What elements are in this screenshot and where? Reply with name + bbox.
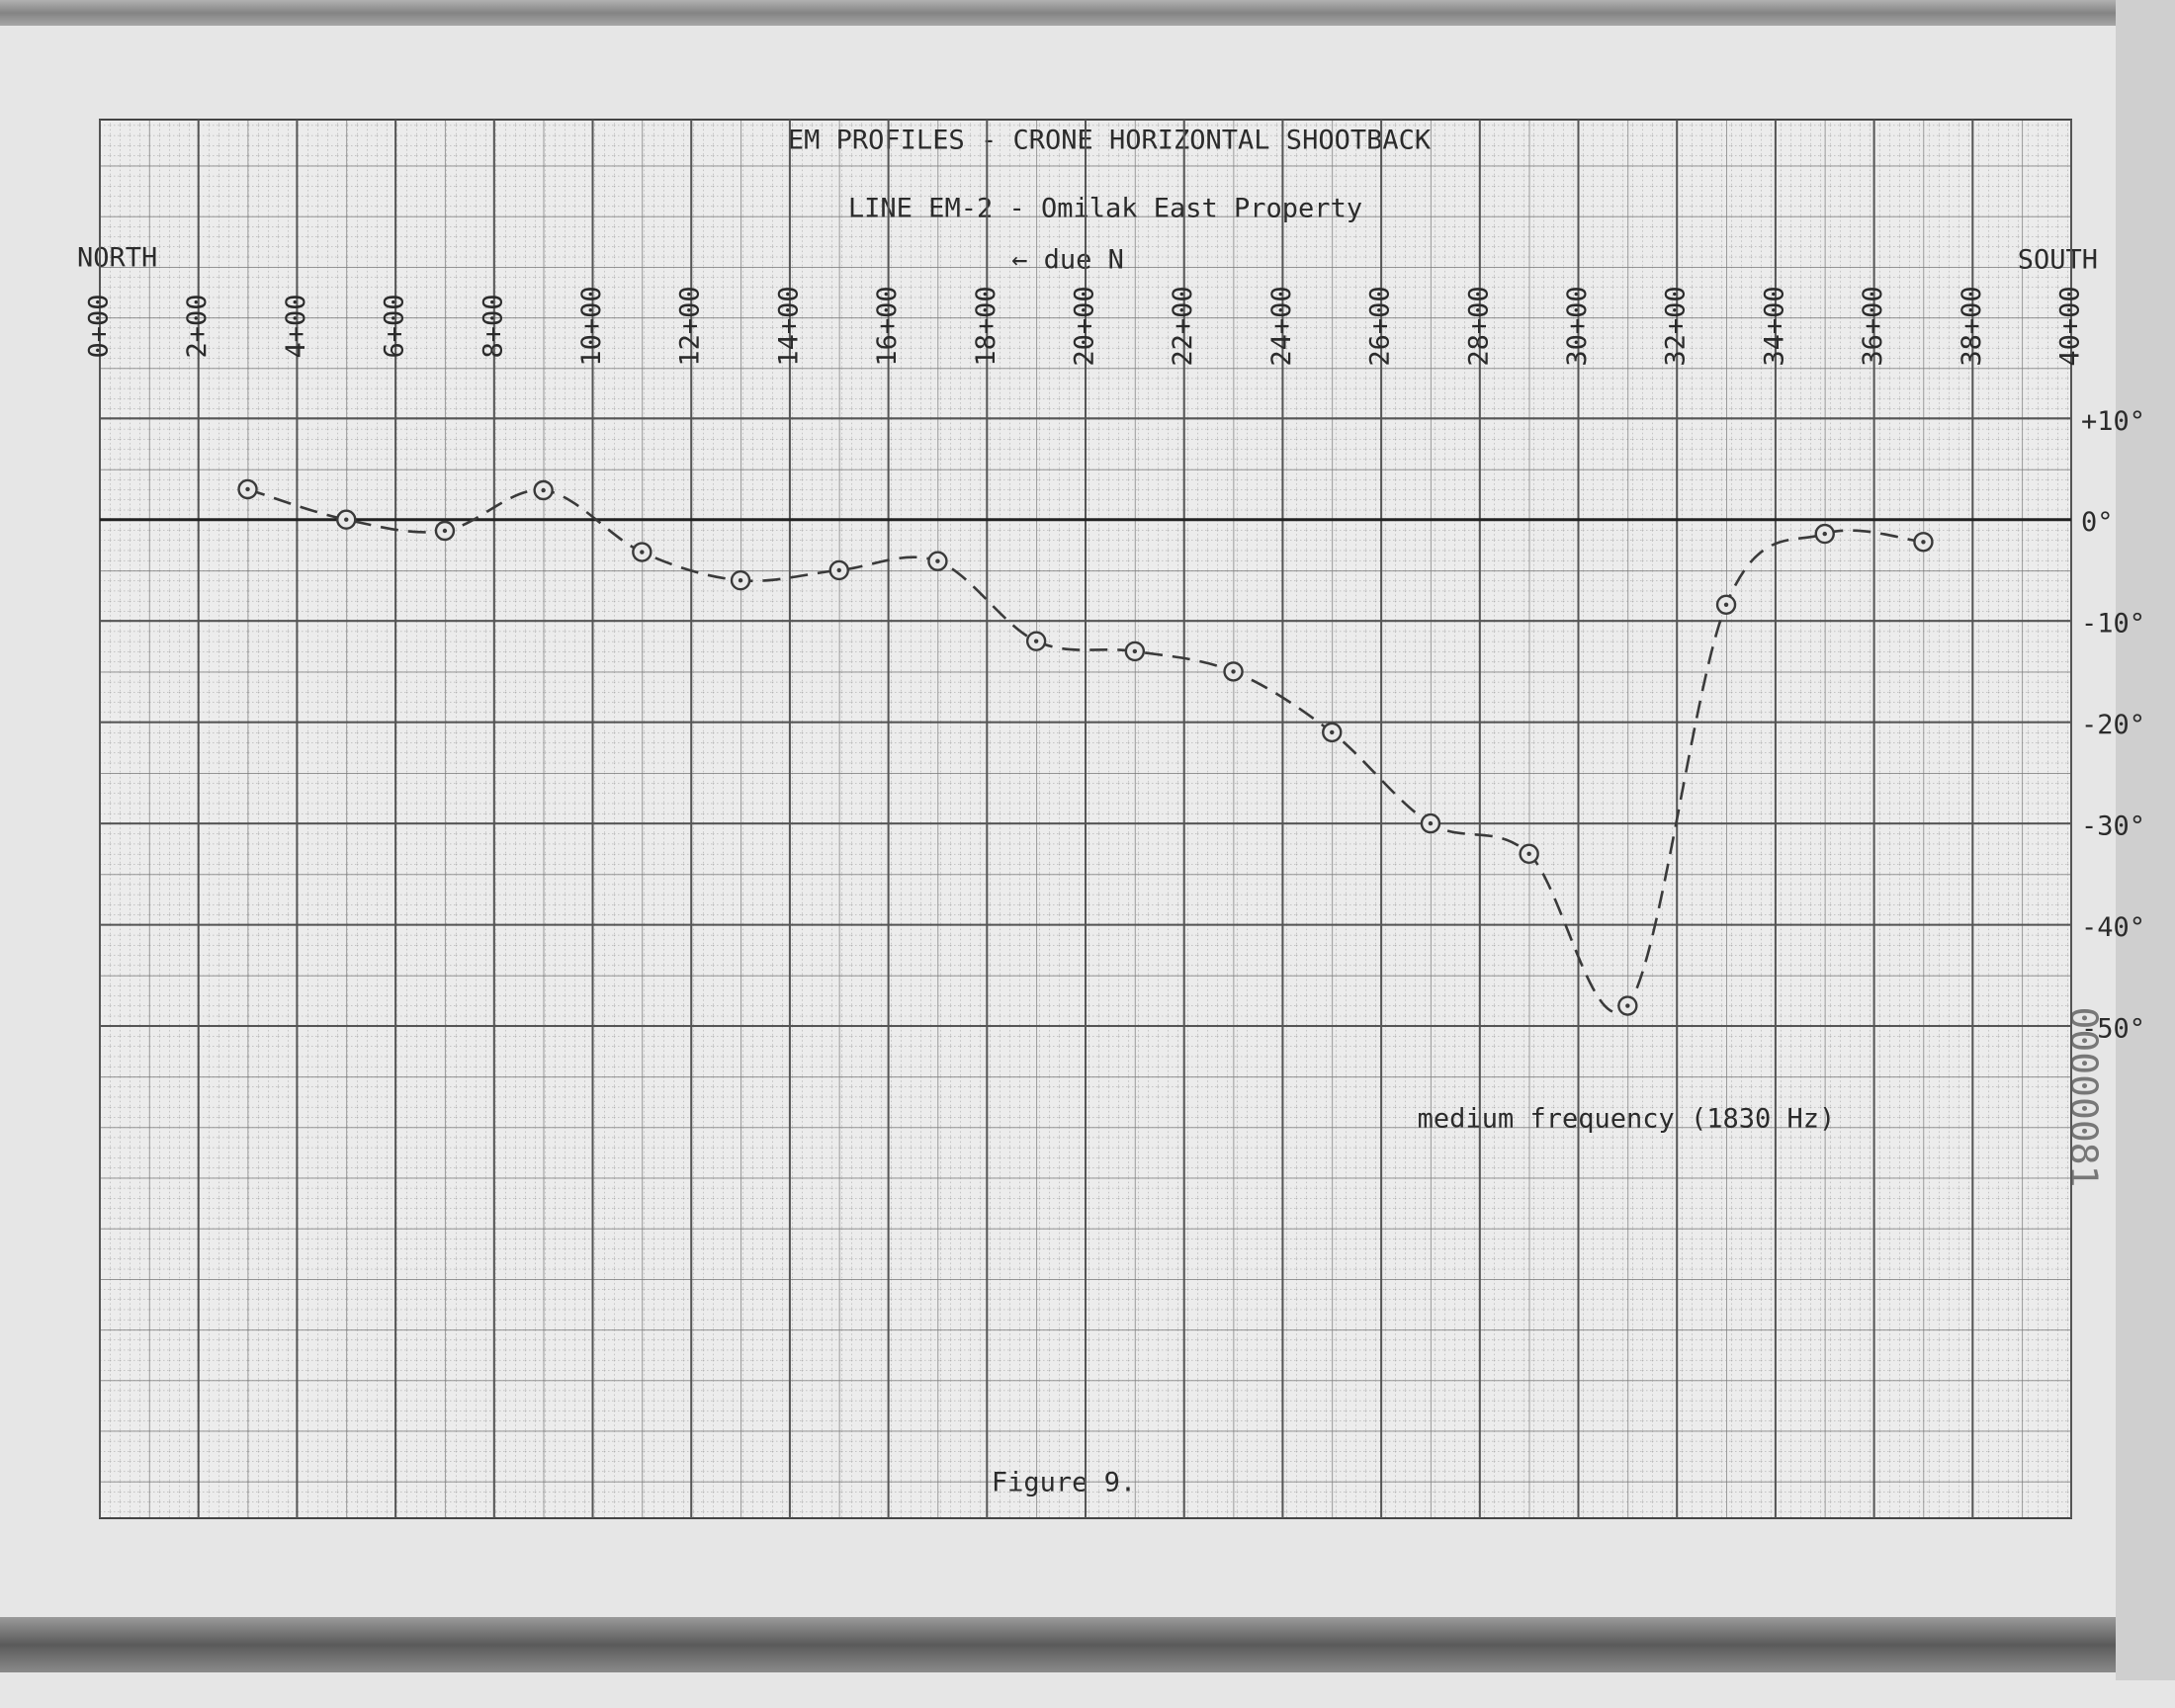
- data-point: [1223, 661, 1244, 682]
- y-tick-label: +10°: [2081, 406, 2145, 437]
- marker-dot: [738, 578, 743, 583]
- data-point: [1814, 523, 1835, 545]
- marker-dot: [1428, 820, 1434, 826]
- marker-dot: [1723, 602, 1729, 607]
- direction-note: ← due N: [1011, 245, 1124, 276]
- x-tick-label: 10+00: [576, 286, 607, 366]
- chart-title: EM PROFILES - CRONE HORIZONTAL SHOOTBACK: [788, 126, 1432, 156]
- data-point: [237, 478, 258, 500]
- y-tick-label: -30°: [2081, 811, 2145, 842]
- marker-dot: [1330, 729, 1335, 735]
- data-point: [730, 570, 751, 591]
- y-tick-label: -10°: [2081, 609, 2145, 640]
- data-point: [434, 520, 456, 542]
- data-point: [828, 559, 849, 581]
- data-point: [336, 509, 357, 530]
- marker-dot: [1526, 851, 1531, 857]
- data-point: [1420, 812, 1441, 834]
- x-tick-label: 34+00: [1759, 286, 1789, 366]
- x-tick-label: 32+00: [1661, 286, 1692, 366]
- data-point: [1913, 532, 1934, 553]
- x-tick-label: 24+00: [1266, 286, 1297, 366]
- x-tick-label: 8+00: [478, 294, 508, 358]
- x-tick-label: 30+00: [1562, 286, 1593, 366]
- x-tick-label: 12+00: [675, 286, 706, 366]
- x-tick-label: 6+00: [380, 294, 410, 358]
- page-stamp: 00000081: [2062, 1006, 2106, 1187]
- marker-dot: [935, 558, 940, 563]
- paper-edge-bottom: [0, 1617, 2175, 1672]
- y-tick-label: -20°: [2081, 710, 2145, 740]
- marker-dot: [1625, 1003, 1630, 1008]
- x-tick-label: 0+00: [84, 294, 115, 358]
- data-point: [632, 542, 652, 562]
- paper-edge-right: [2116, 0, 2175, 1680]
- data-point: [1124, 640, 1146, 662]
- data-point: [927, 551, 948, 571]
- south-label: SOUTH: [2018, 245, 2098, 276]
- x-tick-label: 20+00: [1070, 286, 1100, 366]
- figure-caption: Figure 9.: [992, 1468, 1136, 1498]
- marker-dot: [640, 550, 645, 555]
- marker-dot: [1033, 639, 1039, 643]
- data-point: [533, 479, 554, 501]
- marker-dot: [1231, 669, 1236, 674]
- x-tick-label: 2+00: [182, 294, 213, 358]
- marker-dot: [541, 487, 546, 493]
- marker-dot: [836, 567, 841, 573]
- paper-edge-top: [0, 0, 2175, 26]
- x-tick-label: 28+00: [1463, 286, 1494, 366]
- chart-subtitle: LINE EM-2 - Omilak East Property: [848, 194, 1362, 224]
- x-tick-label: 40+00: [2055, 286, 2086, 366]
- marker-dot: [245, 486, 250, 492]
- marker-dot: [442, 528, 448, 534]
- north-label: NORTH: [77, 243, 157, 274]
- x-tick-label: 4+00: [281, 294, 311, 358]
- x-tick-label: 38+00: [1957, 286, 1987, 366]
- marker-dot: [1921, 540, 1926, 545]
- marker-dot: [1822, 531, 1827, 537]
- x-tick-label: 36+00: [1858, 286, 1888, 366]
- y-tick-label: 0°: [2081, 507, 2114, 538]
- y-tick-label: -40°: [2081, 912, 2145, 943]
- data-point: [1715, 594, 1737, 615]
- data-point: [1322, 722, 1343, 743]
- marker-dot: [344, 517, 349, 522]
- x-tick-label: 26+00: [1365, 286, 1396, 366]
- data-point: [1617, 995, 1638, 1016]
- annotation: medium frequency (1830 Hz): [1418, 1104, 1836, 1135]
- data-point: [1025, 631, 1047, 651]
- x-tick-label: 14+00: [773, 286, 804, 366]
- marker-dot: [1132, 648, 1138, 654]
- y-tick-label: -50°: [2081, 1014, 2145, 1045]
- x-tick-label: 22+00: [1168, 286, 1198, 366]
- x-tick-label: 18+00: [971, 286, 1001, 366]
- data-point: [1519, 843, 1539, 865]
- x-tick-label: 16+00: [872, 286, 903, 366]
